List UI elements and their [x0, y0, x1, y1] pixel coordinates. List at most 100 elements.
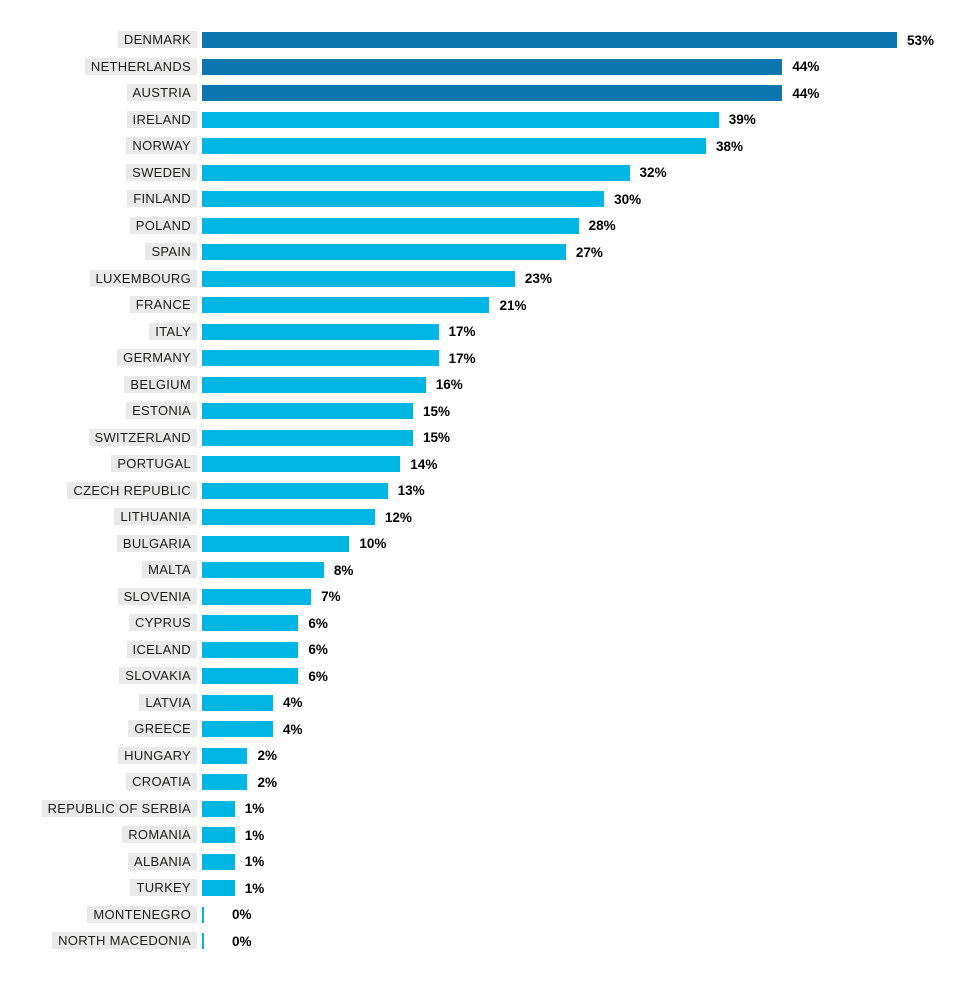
value-label: 21% [499, 297, 527, 313]
bar [202, 270, 515, 287]
category-label: LUXEMBOURG [89, 269, 197, 287]
bar-area: 27% [202, 239, 960, 266]
chart-row: TURKEY 1% [0, 875, 960, 902]
value-label: 53% [907, 32, 935, 48]
category-label-column: GERMANY [0, 349, 197, 367]
chart-row: NORTH MACEDONIA 0% [0, 928, 960, 955]
category-label-column: FRANCE [0, 296, 197, 314]
bar [202, 297, 490, 314]
value-label: 23% [524, 271, 552, 287]
chart-row: MALTA 8% [0, 557, 960, 584]
bar [202, 32, 897, 49]
category-label-column: HUNGARY [0, 746, 197, 765]
category-label: CROATIA [126, 773, 197, 791]
value-label: 4% [282, 721, 303, 737]
bar-area: 13% [202, 478, 960, 505]
category-label: CYPRUS [129, 614, 197, 632]
chart-row: BELGIUM 16% [0, 372, 960, 399]
category-label: SWITZERLAND [88, 428, 197, 446]
bar [202, 138, 706, 155]
category-label: ICELAND [126, 640, 197, 658]
value-label: 44% [792, 85, 820, 101]
bar [202, 694, 273, 711]
category-label: NORTH MACEDONIA [52, 932, 197, 950]
chart-row: ICELAND 6% [0, 637, 960, 664]
category-label: AUSTRIA [126, 84, 197, 102]
bar-area: 44% [202, 80, 960, 107]
bar-area: 12% [202, 504, 960, 531]
bar-area: 1% [202, 796, 960, 823]
chart-row: ALBANIA 1% [0, 849, 960, 876]
category-label-column: CZECH REPUBLIC [0, 481, 197, 500]
bar-area: 4% [202, 716, 960, 743]
bar-area: 44% [202, 54, 960, 81]
category-label: LATVIA [139, 693, 197, 711]
category-label-column: CYPRUS [0, 614, 197, 632]
category-label: BULGARIA [116, 534, 197, 552]
chart-row: BULGARIA 10% [0, 531, 960, 558]
category-label-column: CROATIA [0, 773, 197, 791]
bar [202, 323, 439, 340]
category-label-column: ROMANIA [0, 826, 197, 844]
bar-area: 6% [202, 663, 960, 690]
category-label-column: ALBANIA [0, 852, 197, 871]
bar-area: 10% [202, 531, 960, 558]
bar-area: 1% [202, 875, 960, 902]
category-label: ESTONIA [126, 402, 197, 420]
value-label: 1% [244, 880, 265, 896]
bar-area: 2% [202, 743, 960, 770]
category-label-column: BULGARIA [0, 534, 197, 553]
zero-tick [202, 933, 204, 950]
bar [202, 164, 630, 181]
chart-row: SWITZERLAND 15% [0, 425, 960, 452]
chart-row: ITALY 17% [0, 319, 960, 346]
category-label: IRELAND [126, 110, 197, 128]
value-label: 1% [244, 801, 265, 817]
category-label-column: ESTONIA [0, 402, 197, 420]
chart-row: CZECH REPUBLIC 13% [0, 478, 960, 505]
bar-area: 53% [202, 27, 960, 54]
value-label: 38% [715, 138, 743, 154]
category-label: TURKEY [130, 879, 197, 897]
value-label: 1% [244, 854, 265, 870]
chart-row: ESTONIA 15% [0, 398, 960, 425]
category-label-column: FINLAND [0, 190, 197, 208]
chart-row: HUNGARY 2% [0, 743, 960, 770]
category-label: HUNGARY [118, 746, 197, 764]
value-label: 12% [384, 509, 412, 525]
category-label-column: SLOVAKIA [0, 667, 197, 685]
category-label-column: BELGIUM [0, 375, 197, 394]
chart-row: AUSTRIA 44% [0, 80, 960, 107]
bar [202, 747, 248, 764]
chart-row: NORWAY 38% [0, 133, 960, 160]
category-label: PORTUGAL [111, 455, 197, 473]
bar-area: 15% [202, 398, 960, 425]
category-label: REPUBLIC OF SERBIA [41, 799, 197, 817]
chart-row: ROMANIA 1% [0, 822, 960, 849]
bar-area: 0% [202, 902, 960, 929]
value-label: 15% [423, 403, 451, 419]
value-label: 1% [244, 827, 265, 843]
chart-row: LUXEMBOURG 23% [0, 266, 960, 293]
category-label: SWEDEN [126, 163, 197, 181]
chart-row: MONTENEGRO 0% [0, 902, 960, 929]
category-label-column: SWEDEN [0, 163, 197, 182]
chart-row: GERMANY 17% [0, 345, 960, 372]
bar-area: 23% [202, 266, 960, 293]
bar [202, 429, 414, 446]
category-label: ITALY [149, 322, 197, 340]
category-label-column: ITALY [0, 322, 197, 341]
value-label: 2% [257, 748, 277, 764]
category-label-column: DENMARK [0, 31, 197, 49]
value-label: 39% [728, 112, 756, 128]
bar-area: 15% [202, 425, 960, 452]
bar-area: 32% [202, 160, 960, 187]
value-label: 17% [448, 324, 476, 340]
chart-row: FRANCE 21% [0, 292, 960, 319]
category-label-column: AUSTRIA [0, 84, 197, 102]
bar [202, 456, 401, 473]
bar-area: 2% [202, 769, 960, 796]
category-label: DENMARK [117, 31, 197, 49]
bar-area: 16% [202, 372, 960, 399]
